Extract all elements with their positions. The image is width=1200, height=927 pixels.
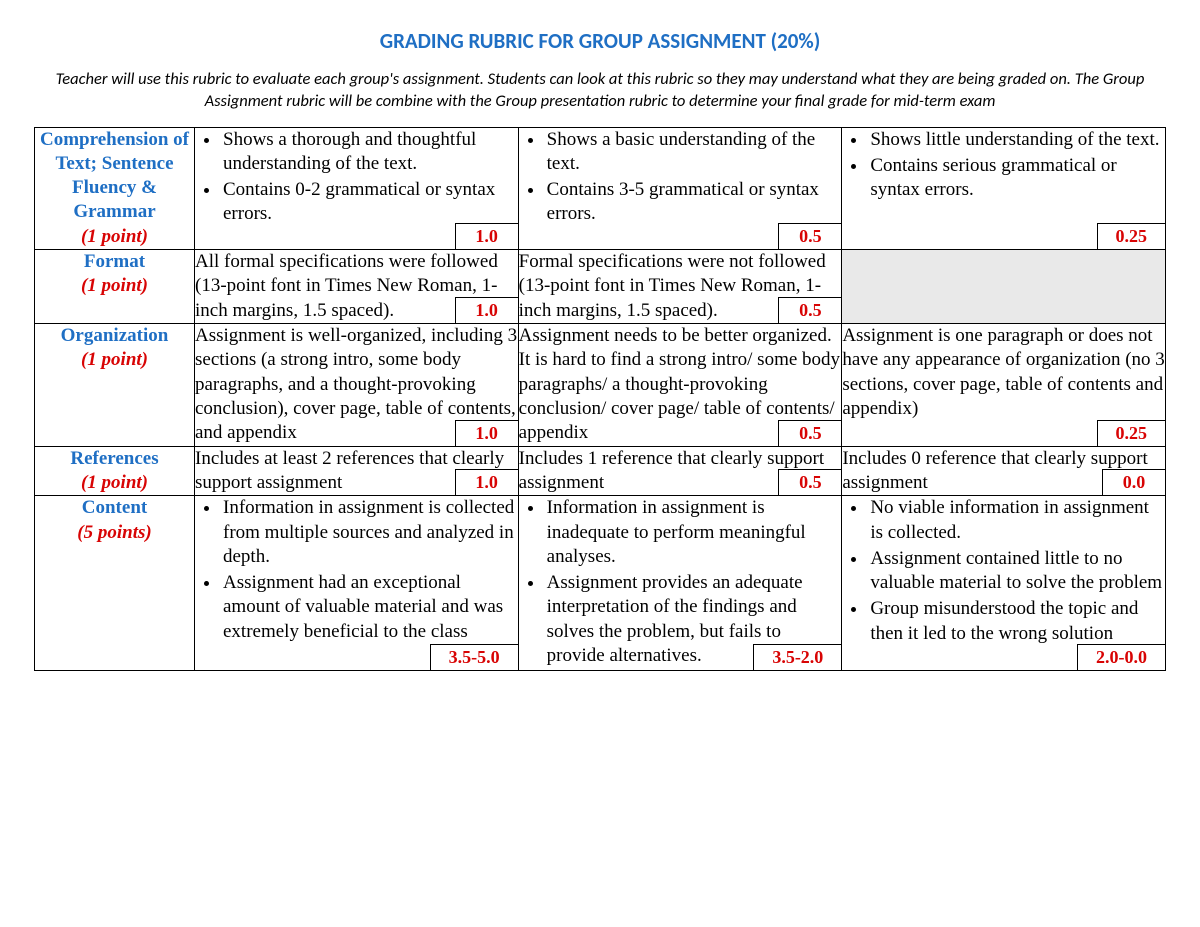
rubric-cell: Assignment is one paragraph or does not … <box>842 324 1166 447</box>
category-points: (1 point) <box>35 225 194 249</box>
category-points: (1 point) <box>35 348 194 372</box>
category-name: Comprehension of Text; Sentence Fluency … <box>35 128 194 225</box>
score-box: 1.0 <box>455 297 519 324</box>
rubric-cell: All formal specifications were followed … <box>195 250 519 324</box>
cell-bullets: No viable information in assignment is c… <box>842 496 1165 646</box>
cell-bullets: Shows a basic understanding of the text.… <box>519 128 842 227</box>
category-cell: Content(5 points) <box>35 496 195 671</box>
score-box: 1.0 <box>455 223 519 250</box>
cell-bullet: Information in assignment is inadequate … <box>545 496 842 569</box>
cell-bullet: Assignment had an exceptional amount of … <box>221 571 518 644</box>
rubric-cell: Formal specifications were not followed … <box>518 250 842 324</box>
score-box: 0.25 <box>1097 223 1167 250</box>
score-box: 0.5 <box>778 420 842 447</box>
rubric-cell: No viable information in assignment is c… <box>842 496 1166 671</box>
rubric-cell: Assignment is well-organized, including … <box>195 324 519 447</box>
cell-bullet: Information in assignment is collected f… <box>221 496 518 569</box>
category-cell: References(1 point) <box>35 446 195 496</box>
rubric-cell: Information in assignment is inadequate … <box>518 496 842 671</box>
rubric-cell <box>842 250 1166 324</box>
rubric-row: References(1 point)Includes at least 2 r… <box>35 446 1166 496</box>
cell-bullet: Contains 0-2 grammatical or syntax error… <box>221 178 518 227</box>
rubric-row: Format(1 point)All formal specifications… <box>35 250 1166 324</box>
rubric-row: Comprehension of Text; Sentence Fluency … <box>35 127 1166 250</box>
category-cell: Organization(1 point) <box>35 324 195 447</box>
page-title: GRADING RUBRIC FOR GROUP ASSIGNMENT (20%… <box>34 28 1166 54</box>
score-box: 3.5-2.0 <box>753 644 842 671</box>
cell-text: Assignment is one paragraph or does not … <box>842 324 1165 421</box>
score-box: 1.0 <box>455 469 519 496</box>
score-box: 1.0 <box>455 420 519 447</box>
cell-bullet: Shows a thorough and thoughtful understa… <box>221 128 518 177</box>
rubric-cell: Shows a thorough and thoughtful understa… <box>195 127 519 250</box>
score-box: 0.5 <box>778 297 842 324</box>
rubric-cell: Assignment needs to be better organized.… <box>518 324 842 447</box>
cell-bullets: Information in assignment is collected f… <box>195 496 518 644</box>
rubric-row: Content(5 points) Information in assignme… <box>35 496 1166 671</box>
score-box: 0.0 <box>1102 469 1166 496</box>
category-name: References <box>35 447 194 471</box>
score-box: 2.0-0.0 <box>1077 644 1166 671</box>
page-subtitle: Teacher will use this rubric to evaluate… <box>34 68 1166 113</box>
category-name: Organization <box>35 324 194 348</box>
category-name: Format <box>35 250 194 274</box>
cell-bullet: No viable information in assignment is c… <box>868 496 1165 545</box>
cell-bullet: Assignment contained little to no valuab… <box>868 547 1165 596</box>
cell-bullets: Shows little understanding of the text.C… <box>842 128 1165 203</box>
cell-bullet: Group misunderstood the topic and then i… <box>868 597 1165 646</box>
rubric-row: Organization(1 point)Assignment is well-… <box>35 324 1166 447</box>
cell-bullet: Contains serious grammatical or syntax e… <box>868 154 1165 203</box>
cell-bullet: Shows a basic understanding of the text. <box>545 128 842 177</box>
rubric-cell: Shows a basic understanding of the text.… <box>518 127 842 250</box>
rubric-cell: Shows little understanding of the text.C… <box>842 127 1166 250</box>
score-box: 3.5-5.0 <box>430 644 519 671</box>
cell-bullet: Shows little understanding of the text. <box>868 128 1165 152</box>
score-box: 0.5 <box>778 469 842 496</box>
category-points: (5 points) <box>35 521 194 545</box>
category-points: (1 point) <box>35 274 194 298</box>
category-cell: Comprehension of Text; Sentence Fluency … <box>35 127 195 250</box>
rubric-cell: Includes 1 reference that clearly suppor… <box>518 446 842 496</box>
score-box: 0.25 <box>1097 420 1167 447</box>
category-cell: Format(1 point) <box>35 250 195 324</box>
cell-bullet: Contains 3-5 grammatical or syntax error… <box>545 178 842 227</box>
rubric-cell: Includes at least 2 references that clea… <box>195 446 519 496</box>
category-name: Content <box>35 496 194 520</box>
score-box: 0.5 <box>778 223 842 250</box>
rubric-cell: Information in assignment is collected f… <box>195 496 519 671</box>
category-points: (1 point) <box>35 471 194 495</box>
cell-bullets: Shows a thorough and thoughtful understa… <box>195 128 518 227</box>
rubric-cell: Includes 0 reference that clearly suppor… <box>842 446 1166 496</box>
rubric-table: Comprehension of Text; Sentence Fluency … <box>34 127 1166 672</box>
cell-bullets: Information in assignment is inadequate … <box>519 496 842 668</box>
